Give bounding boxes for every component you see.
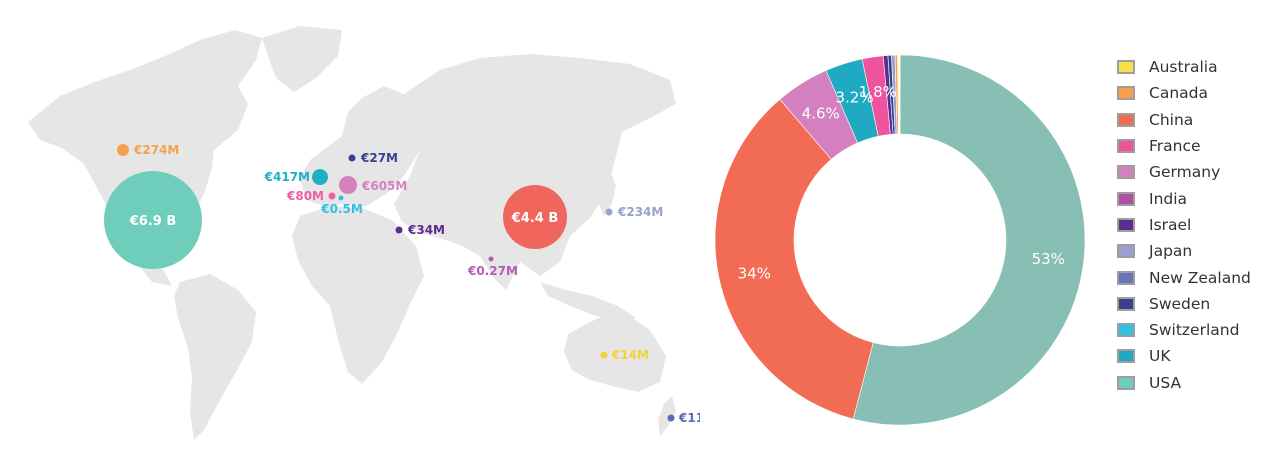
legend-label-germany: Germany bbox=[1149, 163, 1221, 182]
legend-label-china: China bbox=[1149, 110, 1194, 129]
chart-legend: Australia Canada China France Germany India Is… bbox=[1117, 54, 1277, 396]
legend-item-israel: Israel bbox=[1117, 212, 1277, 238]
marker-label-new-zealand: €11M bbox=[678, 411, 700, 425]
marker-canada bbox=[117, 144, 129, 156]
marker-usa bbox=[104, 171, 202, 269]
legend-label-israel: Israel bbox=[1149, 215, 1192, 234]
marker-label-usa: €6.9 B bbox=[129, 214, 177, 229]
legend-swatch-usa bbox=[1117, 375, 1135, 390]
marker-label-israel: €34M bbox=[407, 223, 445, 237]
legend-label-france: France bbox=[1149, 137, 1201, 156]
world-map: €6.9 B €4.4 B €274M €417M €80M€0.5M €605M €27M… bbox=[28, 26, 700, 440]
legend-swatch-sweden bbox=[1117, 296, 1135, 311]
legend-label-new-zealand: New Zealand bbox=[1149, 268, 1251, 287]
south-america-shape bbox=[174, 274, 256, 440]
legend-swatch-germany bbox=[1117, 165, 1135, 180]
legend-swatch-canada bbox=[1117, 86, 1135, 101]
slice-label-france: 1.8% bbox=[859, 83, 897, 101]
legend-label-canada: Canada bbox=[1149, 84, 1208, 103]
legend-item-japan: Japan bbox=[1117, 238, 1277, 264]
marker-label-canada: €274M bbox=[133, 143, 179, 157]
europe-shape bbox=[300, 86, 420, 206]
legend-swatch-australia bbox=[1117, 60, 1135, 75]
legend-item-china: China bbox=[1117, 107, 1277, 133]
legend-label-usa: USA bbox=[1149, 373, 1182, 392]
slice-label-china: 34% bbox=[738, 264, 771, 282]
legend-swatch-uk bbox=[1117, 349, 1135, 364]
marker-australia bbox=[600, 351, 608, 359]
legend-swatch-new-zealand bbox=[1117, 270, 1135, 285]
slice-label-uk: 3.2% bbox=[835, 89, 873, 107]
marker-japan bbox=[605, 208, 613, 216]
marker-india bbox=[488, 256, 494, 262]
marker-label-sweden: €27M bbox=[360, 151, 398, 165]
donut-chart: 53% 34% 4.6%3.2%1.8% bbox=[714, 54, 1086, 426]
legend-item-new-zealand: New Zealand bbox=[1117, 264, 1277, 290]
legend-label-india: India bbox=[1149, 189, 1188, 208]
africa-shape bbox=[292, 206, 424, 384]
legend-item-canada: Canada bbox=[1117, 80, 1277, 106]
marker-label-switzerland: €0.5M bbox=[320, 202, 363, 216]
legend-label-uk: UK bbox=[1149, 347, 1171, 366]
legend-item-switzerland: Switzerland bbox=[1117, 317, 1277, 343]
marker-label-germany: €605M bbox=[361, 179, 407, 193]
legend-swatch-switzerland bbox=[1117, 323, 1135, 338]
marker-uk bbox=[312, 169, 328, 185]
marker-label-japan: €234M bbox=[617, 205, 663, 219]
marker-sweden bbox=[348, 154, 356, 162]
legend-item-france: France bbox=[1117, 133, 1277, 159]
greenland-shape bbox=[262, 26, 342, 92]
legend-swatch-china bbox=[1117, 112, 1135, 127]
australia-shape bbox=[564, 314, 666, 392]
legend-item-australia: Australia bbox=[1117, 54, 1277, 80]
legend-label-switzerland: Switzerland bbox=[1149, 321, 1240, 340]
southeast-asia-shape bbox=[540, 282, 636, 322]
marker-new-zealand bbox=[667, 414, 675, 422]
new-zealand-shape bbox=[658, 396, 676, 436]
legend-swatch-india bbox=[1117, 191, 1135, 206]
marker-israel bbox=[395, 226, 403, 234]
marker-label-china: €4.4 B bbox=[511, 211, 559, 226]
continents bbox=[28, 26, 676, 440]
marker-germany bbox=[339, 176, 357, 194]
donut-slice-labels: 53% 34% 4.6%3.2%1.8% bbox=[738, 83, 1065, 282]
slice-label-germany: 4.6% bbox=[802, 104, 840, 122]
legend-item-usa: USA bbox=[1117, 370, 1277, 396]
marker-china bbox=[503, 185, 567, 249]
slice-usa bbox=[852, 54, 1086, 426]
legend-swatch-france bbox=[1117, 139, 1135, 154]
legend-item-sweden: Sweden bbox=[1117, 291, 1277, 317]
legend-label-australia: Australia bbox=[1149, 58, 1218, 77]
donut-slices bbox=[714, 54, 1086, 426]
legend-item-germany: Germany bbox=[1117, 159, 1277, 185]
slice-china bbox=[714, 98, 874, 420]
marker-label-uk: €417M bbox=[264, 170, 310, 184]
legend-label-japan: Japan bbox=[1149, 242, 1193, 261]
marker-label-india: €0.27M bbox=[467, 264, 518, 278]
marker-switzerland bbox=[338, 195, 344, 201]
slice-label-usa: 53% bbox=[1032, 250, 1065, 268]
marker-france bbox=[328, 192, 336, 200]
legend-swatch-israel bbox=[1117, 217, 1135, 232]
marker-label-france: €80M bbox=[286, 189, 324, 203]
legend-label-sweden: Sweden bbox=[1149, 294, 1211, 313]
map-markers: €6.9 B €4.4 B €274M €417M €80M€0.5M €605M €27M… bbox=[104, 143, 700, 425]
legend-item-india: India bbox=[1117, 185, 1277, 211]
japan-shape bbox=[598, 170, 616, 216]
legend-item-uk: UK bbox=[1117, 343, 1277, 369]
marker-label-australia: €14M bbox=[611, 348, 649, 362]
legend-swatch-japan bbox=[1117, 244, 1135, 259]
asia-shape bbox=[394, 54, 676, 290]
north-america-shape bbox=[28, 30, 262, 286]
